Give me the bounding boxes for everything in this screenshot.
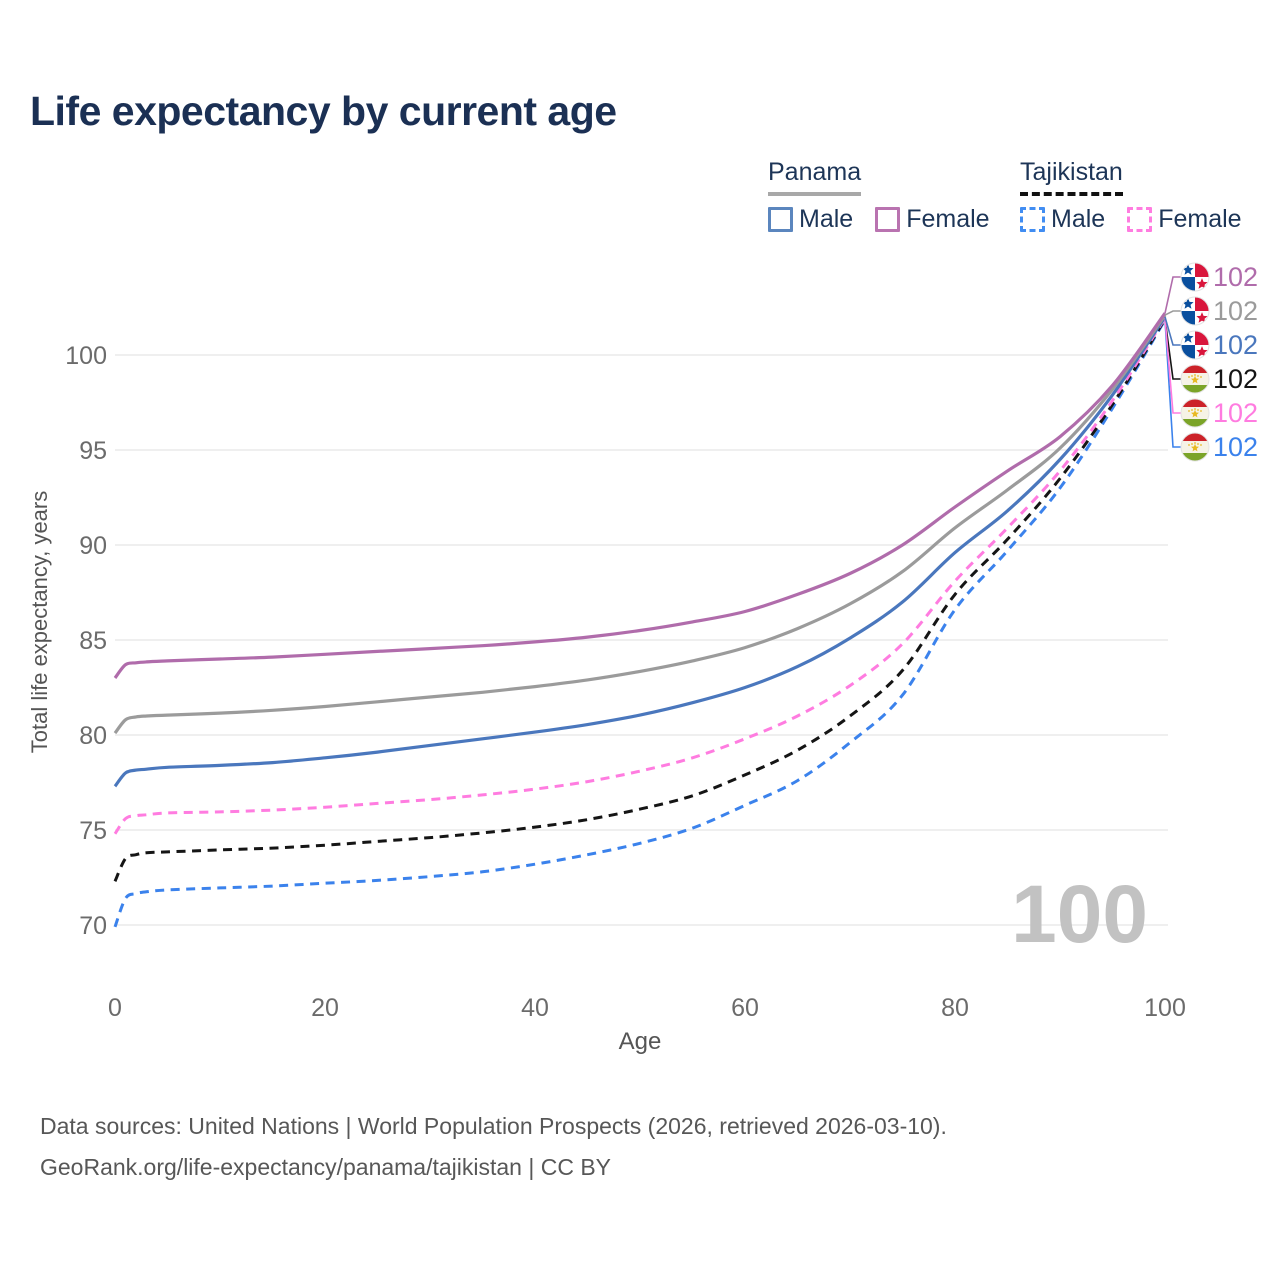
y-axis-title: Total life expectancy, years <box>27 491 52 754</box>
flag-stripe <box>1181 453 1209 461</box>
tajikistan-flag-icon <box>1181 365 1209 393</box>
star-icon <box>1191 443 1199 452</box>
flag-star-dot <box>1197 375 1199 377</box>
flag-star-dot <box>1197 409 1199 411</box>
flag-ring <box>1180 432 1210 462</box>
line-chart: 70 75 80 85 90 95 100 0 20 40 60 80 100 Age Total life… <box>27 262 1258 1055</box>
flag-star-dot <box>1188 410 1190 412</box>
tajikistan-female-swatch-icon <box>1127 207 1153 232</box>
x-tick-label: 60 <box>731 994 759 1022</box>
legend-item-panama-male[interactable]: Male <box>768 205 853 234</box>
series-line-tajikistan-female[interactable] <box>113 317 1167 835</box>
end-label-connector <box>1164 310 1181 316</box>
legend-item-label: Male <box>1051 205 1106 233</box>
tajikistan-flag-icon <box>1181 433 1209 461</box>
flag-stripe <box>1181 399 1209 407</box>
flag-stripe <box>1181 433 1209 441</box>
series-line-panama-both-sexes[interactable] <box>113 314 1167 735</box>
page-title: Life expectancy by current age <box>30 88 617 134</box>
star-icon <box>1182 298 1194 309</box>
x-tick-label: 80 <box>941 994 969 1022</box>
star-icon <box>1191 409 1199 418</box>
end-label-connector <box>1164 319 1181 448</box>
y-tick-label: 75 <box>79 817 107 845</box>
panama-female-swatch-icon <box>875 207 901 232</box>
legend-header-panama: Panama <box>768 158 862 196</box>
tajikistan-male-swatch-icon <box>1020 207 1045 232</box>
y-tick-label: 70 <box>79 912 107 940</box>
star-icon <box>1196 278 1208 289</box>
end-labels: 102 102 102 102 102 102 <box>1164 262 1258 462</box>
flag-star-dot <box>1191 375 1193 377</box>
flag-stripe <box>1181 385 1209 393</box>
legend-item-label: Female <box>906 205 990 233</box>
x-tick-label: 100 <box>1144 994 1186 1022</box>
y-tick-label: 95 <box>79 437 107 465</box>
flag-star-dot <box>1194 374 1196 376</box>
flag-star-dot <box>1197 443 1199 445</box>
y-tick-label: 85 <box>79 627 107 655</box>
end-value-label-tajikistan-male: 102 <box>1213 432 1258 462</box>
tajikistan-flag-icon <box>1181 399 1209 427</box>
gridlines: 70 75 80 85 90 95 100 <box>65 342 1168 940</box>
flag-star-dot <box>1194 442 1196 444</box>
end-label-connector <box>1164 318 1181 380</box>
x-tick-label: 0 <box>108 994 122 1022</box>
legend-item-panama-female[interactable]: Female <box>875 205 990 234</box>
flag-star-dot <box>1191 409 1193 411</box>
series-line-panama-female[interactable] <box>113 312 1167 680</box>
legend-group-panama: Panama Male Female <box>768 158 990 234</box>
legend-item-label: Male <box>799 205 854 233</box>
star-icon <box>1196 346 1208 357</box>
legend-item-tajikistan-male[interactable]: Male <box>1020 205 1105 234</box>
flag-star-dot <box>1191 443 1193 445</box>
series-lines <box>113 312 1167 928</box>
end-label-connector <box>1164 317 1181 414</box>
panama-flag-icon <box>1181 331 1209 359</box>
flag-ring <box>1180 330 1210 360</box>
end-value-label-tajikistan-female: 102 <box>1213 398 1258 428</box>
y-tick-label: 100 <box>65 342 107 370</box>
flag-star-dot <box>1200 444 1202 446</box>
x-tick-label: 20 <box>311 994 339 1022</box>
end-label-connector <box>1164 316 1181 346</box>
chart-footer: Data sources: United Nations | World Pop… <box>40 1106 947 1188</box>
flag-star-dot <box>1200 376 1202 378</box>
data-sources-line: Data sources: United Nations | World Pop… <box>40 1113 947 1139</box>
end-value-label-panama-both-sexes: 102 <box>1213 296 1258 326</box>
end-value-label-tajikistan-both-sexes: 102 <box>1213 364 1258 394</box>
end-value-label-panama-male: 102 <box>1213 330 1258 360</box>
legend-item-tajikistan-female[interactable]: Female <box>1127 205 1242 234</box>
flag-ring <box>1180 296 1210 326</box>
flag-stripe <box>1181 365 1209 373</box>
star-icon <box>1196 312 1208 323</box>
flag-star-dot <box>1200 410 1202 412</box>
y-tick-label: 90 <box>79 532 107 560</box>
star-icon <box>1182 332 1194 343</box>
legend-item-label: Female <box>1158 205 1242 233</box>
flag-star-dot <box>1188 376 1190 378</box>
legend-header-tajikistan: Tajikistan <box>1020 158 1123 196</box>
current-age-watermark: 100 <box>1011 869 1148 960</box>
legend-group-tajikistan: Tajikistan Male Female <box>1020 158 1242 234</box>
y-tick-label: 80 <box>79 722 107 750</box>
attribution-line: GeoRank.org/life-expectancy/panama/tajik… <box>40 1154 612 1180</box>
flag-ring <box>1180 262 1210 292</box>
x-tick-label: 40 <box>521 994 549 1022</box>
series-line-tajikistan-male[interactable] <box>113 319 1167 928</box>
series-line-panama-male[interactable] <box>113 316 1167 788</box>
end-value-label-panama-female: 102 <box>1213 262 1258 292</box>
flag-ring <box>1180 364 1210 394</box>
end-label-connector <box>1164 276 1181 314</box>
panama-male-swatch-icon <box>768 207 793 232</box>
flag-stripe <box>1181 419 1209 427</box>
flag-ring <box>1180 398 1210 428</box>
star-icon <box>1191 375 1199 384</box>
star-icon <box>1182 264 1194 275</box>
flag-star-dot <box>1194 408 1196 410</box>
flag-star-dot <box>1188 444 1190 446</box>
x-axis-title: Age <box>619 1028 662 1055</box>
series-line-tajikistan-both-sexes[interactable] <box>113 318 1167 882</box>
